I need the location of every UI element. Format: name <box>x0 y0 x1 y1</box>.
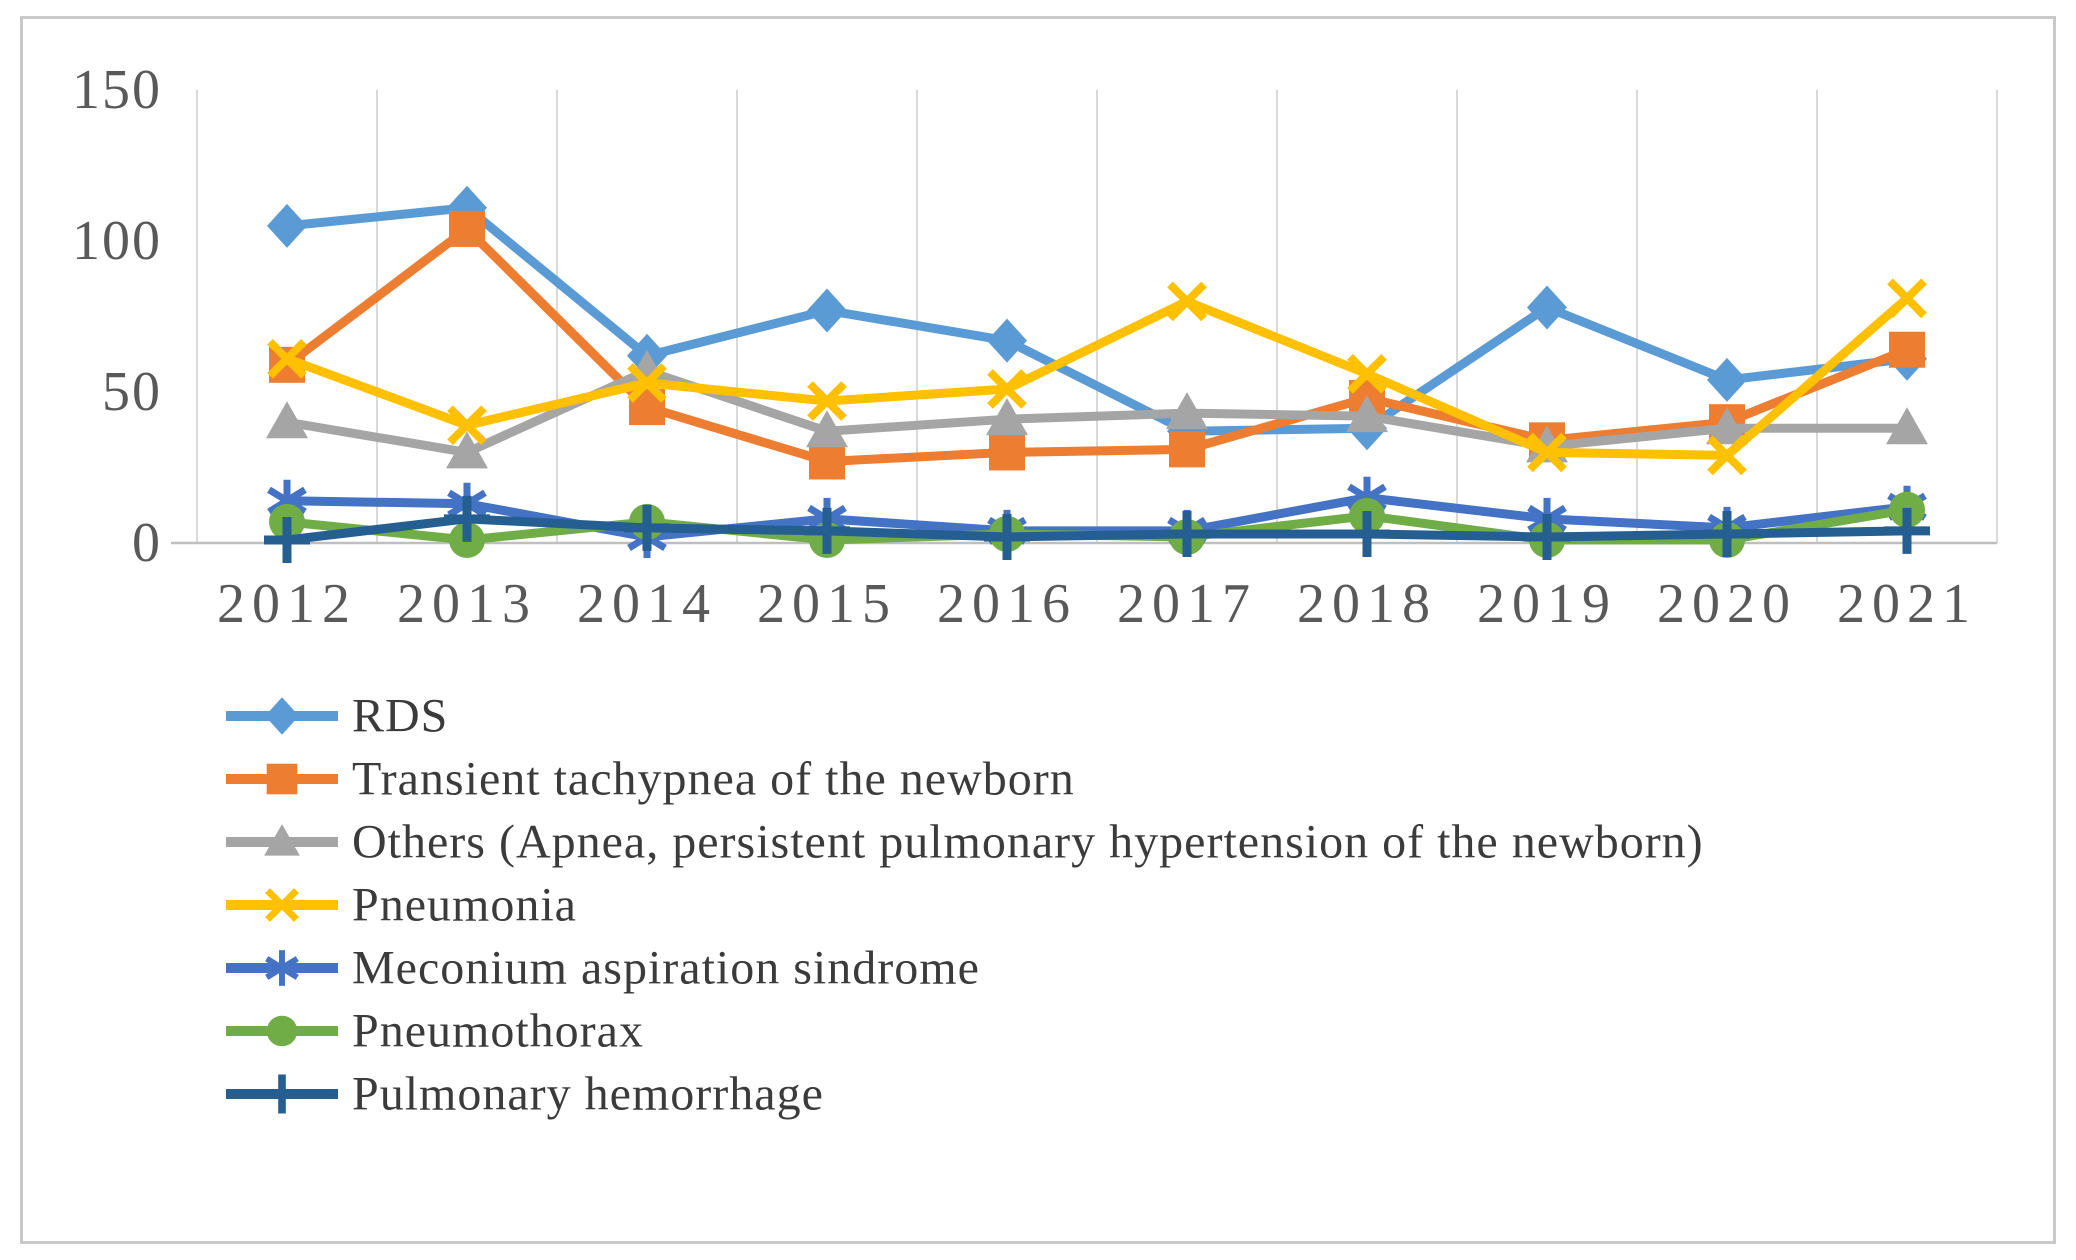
legend-item-rds: RDS <box>226 690 448 743</box>
data-point-marker <box>627 363 667 403</box>
series-line <box>286 514 1908 545</box>
data-point-marker <box>265 697 299 735</box>
legend-item-pneumothorax: Pneumothorax <box>226 1005 644 1058</box>
data-point-marker <box>1167 281 1207 322</box>
legend-label: Others (Apnea, persistent pulmonary hype… <box>352 816 1704 869</box>
series-line <box>284 224 1909 466</box>
gridlines <box>196 90 1998 543</box>
data-point-marker <box>989 434 1025 471</box>
x-tick-label: 2013 <box>397 573 537 635</box>
x-tick-label: 2018 <box>1297 573 1437 635</box>
data-point-marker <box>266 401 308 439</box>
data-point-marker <box>1166 392 1208 430</box>
x-tick-label: 2015 <box>757 573 897 635</box>
data-point-marker <box>1707 357 1747 402</box>
x-tick-label: 2021 <box>1837 573 1977 635</box>
data-point-marker <box>1887 278 1927 319</box>
series-line <box>285 294 1910 460</box>
data-point-marker <box>1169 431 1205 468</box>
data-point-marker <box>446 431 488 469</box>
legend-item-pulmonary-hemorrhage: Pulmonary hemorrhage <box>226 1068 824 1121</box>
data-point-marker <box>1527 432 1567 473</box>
series-line <box>286 203 1908 436</box>
y-axis-tick-labels: 0 50 100 150 <box>72 59 162 574</box>
legend-label: Pulmonary hemorrhage <box>352 1068 824 1121</box>
data-point-marker <box>987 318 1027 363</box>
legend-label: Transient tachypnea of the newborn <box>352 753 1075 806</box>
x-tick-label: 2016 <box>937 573 1077 635</box>
data-point-marker <box>1707 435 1747 476</box>
data-point-marker <box>266 1015 298 1047</box>
data-point-marker <box>1346 395 1388 433</box>
data-point-marker <box>1889 331 1925 368</box>
data-point-marker <box>807 381 847 421</box>
legend-label: Meconium aspiration sindrome <box>352 942 980 995</box>
data-point-marker <box>807 288 847 333</box>
series-pneumonia <box>267 278 1927 476</box>
data-point-marker <box>987 369 1027 409</box>
data-point-marker <box>265 888 299 922</box>
legend-label: RDS <box>352 690 448 743</box>
data-point-marker <box>266 763 298 795</box>
series-others-apnea-persistent-pulmonary-hypert <box>266 349 1928 469</box>
data-point-marker <box>264 824 300 856</box>
data-point-marker <box>986 398 1028 436</box>
series-pulmonary-hemorrhage <box>264 495 1930 563</box>
data-point-marker <box>809 443 845 480</box>
x-axis-tick-labels: 2012 2013 2014 2015 2016 2017 2018 2019 2020 2021 <box>217 573 1977 635</box>
data-point-marker <box>1706 407 1748 445</box>
chart-legend: RDS Transient tachypnea of the newborn Oth… <box>226 690 1704 1121</box>
data-point-marker <box>267 338 307 379</box>
x-tick-label: 2020 <box>1657 573 1797 635</box>
data-point-marker <box>449 210 485 247</box>
data-point-marker <box>267 203 307 248</box>
x-tick-label: 2019 <box>1477 573 1617 635</box>
legend-item-others-apnea-persistent-pulmonary-hypert: Others (Apnea, persistent pulmonary hype… <box>226 816 1704 869</box>
x-tick-label: 2012 <box>217 573 357 635</box>
legend-label: Pneumothorax <box>352 1005 644 1058</box>
legend-item-transient-tachypnea-of-the-newborn: Transient tachypnea of the newborn <box>226 753 1075 806</box>
y-tick-label: 50 <box>102 361 162 423</box>
data-point-marker <box>447 405 487 446</box>
x-tick-label: 2014 <box>577 573 717 635</box>
legend-label: Pneumonia <box>352 879 577 932</box>
y-tick-label: 100 <box>72 210 162 272</box>
series-rds <box>267 185 1927 454</box>
data-point-marker <box>806 410 848 448</box>
y-tick-label: 0 <box>132 512 162 574</box>
series-line <box>286 366 1907 457</box>
data-point-marker <box>1347 354 1387 394</box>
x-tick-label: 2017 <box>1117 573 1257 635</box>
legend-item-pneumonia: Pneumonia <box>226 879 577 932</box>
legend-item-meconium-aspiration-sindrome: Meconium aspiration sindrome <box>226 942 980 995</box>
data-point-marker <box>267 486 307 515</box>
data-point-marker <box>1886 407 1928 445</box>
data-point-marker <box>1527 285 1567 330</box>
y-tick-label: 150 <box>72 59 162 121</box>
data-point-marker <box>265 956 299 980</box>
